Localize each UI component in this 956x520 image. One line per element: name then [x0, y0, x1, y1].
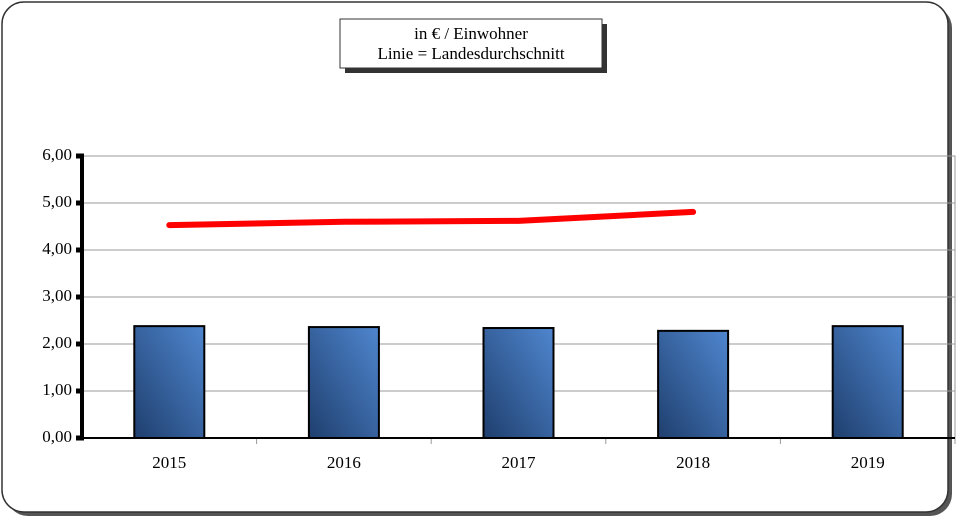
- line: [166, 208, 697, 229]
- bar: [307, 326, 380, 439]
- x-tick-label: 2018: [676, 453, 710, 472]
- title-box: [339, 18, 603, 69]
- x-tick-label: 2015: [152, 453, 186, 472]
- bar: [482, 327, 555, 439]
- y-tick-label: 0,00: [42, 427, 72, 446]
- y-tick-label: 1,00: [42, 380, 72, 399]
- y-tick-label: 5,00: [42, 192, 72, 211]
- y-tick-label: 2,00: [42, 333, 72, 352]
- x-tick-label: 2016: [327, 453, 361, 472]
- x-tick-label: 2019: [851, 453, 885, 472]
- y-tick-label: 3,00: [42, 286, 72, 305]
- y-tick-label: 4,00: [42, 239, 72, 258]
- x-tick-label: 2017: [502, 453, 537, 472]
- chart-subtitle: Linie = Landesdurchschnitt: [377, 44, 564, 63]
- chart-title: in € / Einwohner: [414, 24, 528, 43]
- y-tick-label: 6,00: [42, 145, 72, 164]
- bar: [133, 325, 206, 440]
- bar: [831, 325, 904, 440]
- bar: [657, 329, 730, 439]
